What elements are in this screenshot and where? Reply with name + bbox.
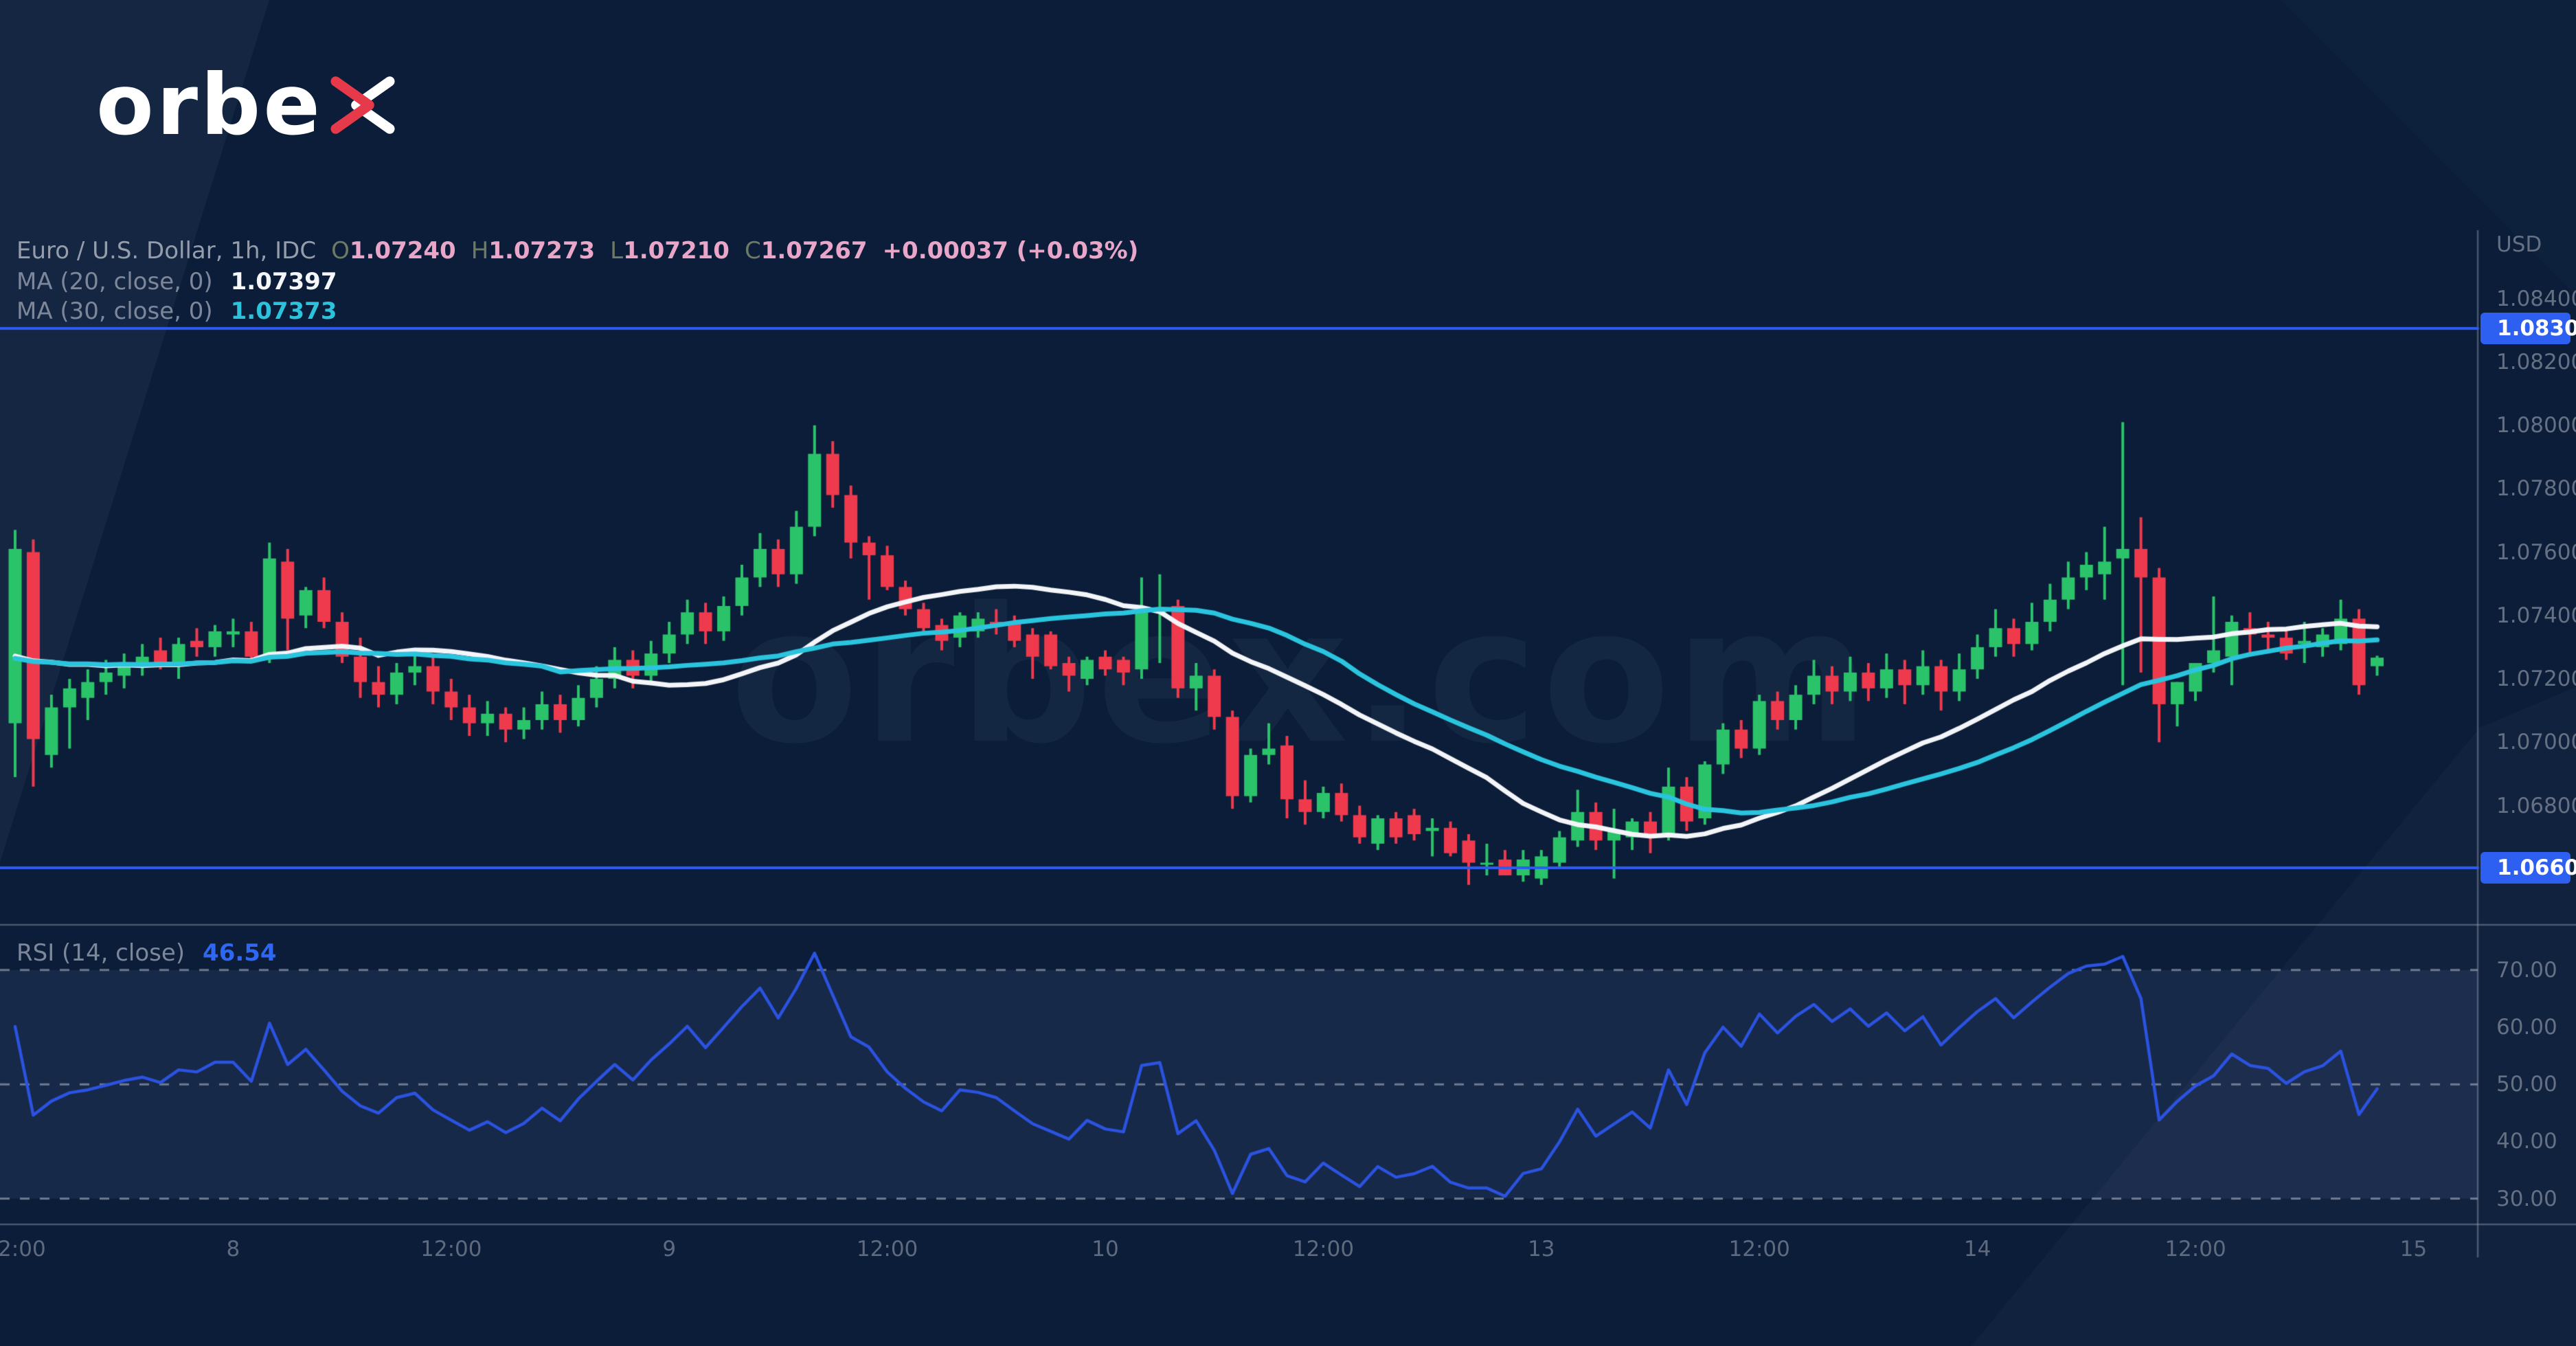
time-tick-label: 12:00 <box>856 1237 918 1261</box>
symbol-legend[interactable]: Euro / U.S. Dollar, 1h, IDC O 1.07240 H … <box>16 236 1138 265</box>
time-tick-label: 12:00 <box>420 1237 482 1261</box>
open-label: O <box>331 237 350 265</box>
high-label: H <box>471 237 489 265</box>
price-tick-label: 1.07200 <box>2496 666 2576 692</box>
axis-currency-label: USD <box>2496 232 2542 257</box>
time-tick-label: 15 <box>2399 1237 2428 1261</box>
time-tick-label: 12:00 <box>0 1237 46 1261</box>
time-axis[interactable] <box>0 1224 2478 1346</box>
price-level-badge: 1.08306 <box>2481 312 2576 344</box>
rsi-tick-label: 30.00 <box>2496 1186 2557 1211</box>
price-level-badge: 1.06604 <box>2481 851 2576 884</box>
close-value: 1.07267 <box>760 237 868 265</box>
price-axis[interactable] <box>2478 0 2576 1224</box>
high-value: 1.07273 <box>488 237 596 265</box>
price-tick-label: 1.06800 <box>2496 793 2576 818</box>
close-label: C <box>744 237 761 265</box>
change-value: +0.00037 (+0.03%) <box>882 237 1139 265</box>
logo-text: orbe <box>96 56 324 154</box>
rsi-legend[interactable]: RSI (14, close) 46.54 <box>16 939 277 967</box>
low-value: 1.07210 <box>623 237 730 265</box>
time-tick-label: 13 <box>1528 1237 1555 1261</box>
rsi-tick-label: 60.00 <box>2496 1014 2557 1040</box>
price-tick-label: 1.07400 <box>2496 603 2576 628</box>
ma30-label: MA (30, close, 0) <box>16 298 213 325</box>
orbex-logo: orbe <box>96 63 396 147</box>
symbol-title: Euro / U.S. Dollar, 1h, IDC <box>16 237 317 265</box>
price-tick-label: 1.08000 <box>2496 413 2576 438</box>
time-tick-label: 12:00 <box>1728 1237 1790 1261</box>
ma20-label: MA (20, close, 0) <box>16 268 213 295</box>
logo-x-icon <box>330 76 395 134</box>
rsi-tick-label: 50.00 <box>2496 1072 2557 1097</box>
open-value: 1.07240 <box>349 237 456 265</box>
ma20-legend[interactable]: MA (20, close, 0) 1.07397 <box>16 267 337 296</box>
rsi-tick-label: 40.00 <box>2496 1129 2557 1154</box>
rsi-tick-label: 70.00 <box>2496 957 2557 983</box>
price-tick-label: 1.07600 <box>2496 539 2576 565</box>
ma30-legend[interactable]: MA (30, close, 0) 1.07373 <box>16 297 337 326</box>
price-tick-label: 1.07000 <box>2496 730 2576 755</box>
price-tick-label: 1.07800 <box>2496 476 2576 502</box>
low-label: L <box>610 237 624 265</box>
rsi-label: RSI (14, close) <box>16 939 185 967</box>
price-tick-label: 1.08200 <box>2496 349 2576 374</box>
rsi-value: 46.54 <box>203 939 277 967</box>
time-tick-label: 9 <box>662 1237 677 1261</box>
time-tick-label: 14 <box>1963 1237 1991 1261</box>
time-tick-label: 12:00 <box>2165 1237 2226 1261</box>
ma30-value: 1.07373 <box>230 298 337 325</box>
time-tick-label: 8 <box>226 1237 240 1261</box>
time-tick-label: 10 <box>1092 1237 1119 1261</box>
time-tick-label: 12:00 <box>1292 1237 1355 1261</box>
ma20-value: 1.07397 <box>230 268 337 295</box>
price-tick-label: 1.08400 <box>2496 286 2576 311</box>
